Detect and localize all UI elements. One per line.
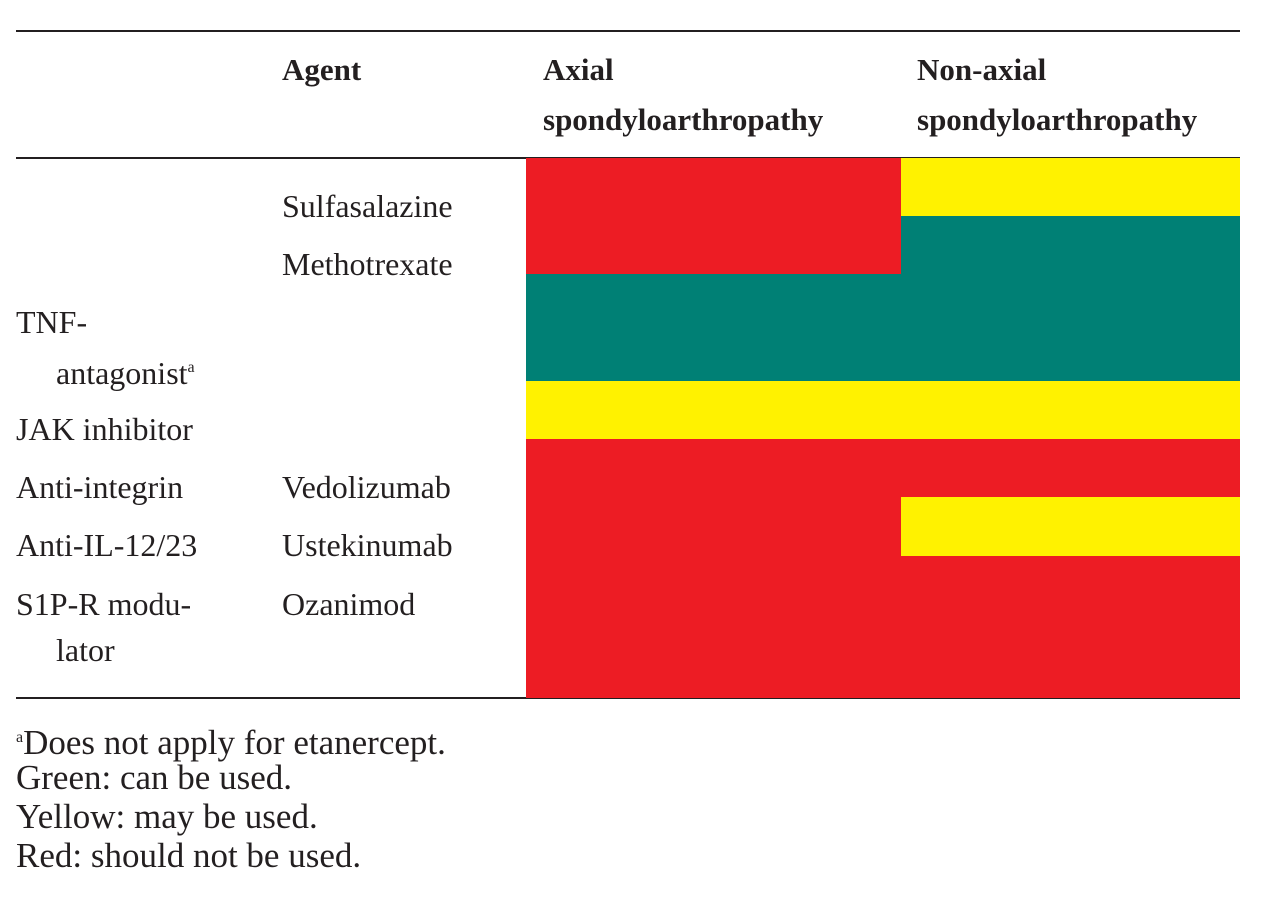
legend-line: Red: should not be used. xyxy=(16,836,362,875)
row-label: Anti-integrin xyxy=(16,469,184,505)
header-cell: Agent xyxy=(282,52,362,87)
non-axial-cell xyxy=(901,439,1240,497)
axial-cell xyxy=(526,158,901,216)
axial-cell xyxy=(526,497,901,556)
note-marker: a xyxy=(16,729,24,746)
agent: Ozanimod xyxy=(282,586,416,622)
axial-cell xyxy=(526,556,901,698)
row-label: TNF- xyxy=(16,304,88,340)
axial-cell xyxy=(526,274,901,381)
non-axial-cell xyxy=(901,158,1240,216)
non-axial-cell xyxy=(901,556,1240,698)
axial-cell xyxy=(526,216,901,274)
header-cell: Non-axial xyxy=(917,52,1047,87)
header-cell: spondyloarthropathy xyxy=(917,102,1198,137)
non-axial-cell xyxy=(901,216,1240,274)
row-label: JAK inhibitor xyxy=(16,411,193,447)
footnote: aDoes not apply for etanercept. xyxy=(16,718,446,762)
non-axial-cell xyxy=(901,381,1240,439)
row-label: Anti-IL-12/23 xyxy=(16,527,198,563)
non-axial-cell xyxy=(901,274,1240,381)
agent: Vedolizumab xyxy=(282,469,451,505)
row-label: S1P-R modu- xyxy=(16,586,192,622)
agent: Sulfasalazine xyxy=(282,188,453,224)
legend-line: Yellow: may be used. xyxy=(16,797,318,836)
agent: Ustekinumab xyxy=(282,527,453,563)
bottom-rule xyxy=(16,697,1240,699)
row-label: lator xyxy=(56,632,115,668)
note-text: Does not apply for etanercept. xyxy=(23,723,446,762)
agent: Methotrexate xyxy=(282,246,453,282)
note-marker: a xyxy=(187,359,195,376)
header-cell: Axial xyxy=(543,52,614,87)
legend-line: Green: can be used. xyxy=(16,758,292,797)
header-cell: spondyloarthropathy xyxy=(543,102,824,137)
non-axial-cell xyxy=(901,497,1240,556)
axial-cell xyxy=(526,439,901,497)
top-rule xyxy=(16,30,1240,32)
row-label: antagonista xyxy=(56,355,195,391)
axial-cell xyxy=(526,381,901,439)
